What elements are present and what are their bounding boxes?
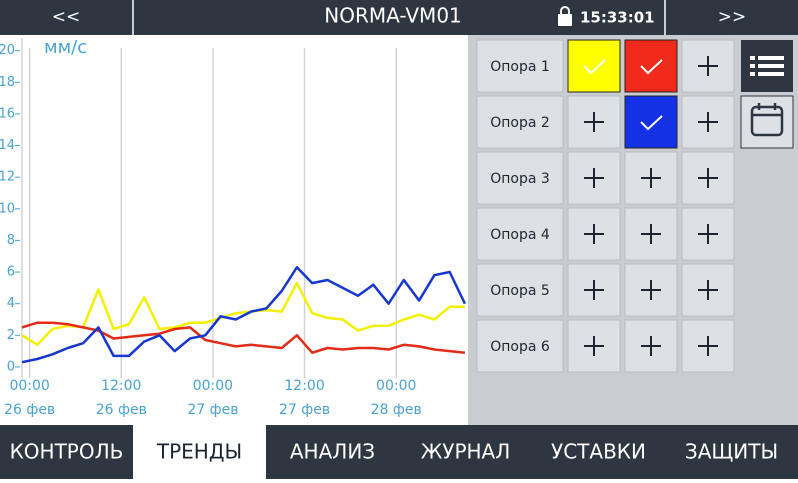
row-label: Опора 1 [490,59,550,75]
calendar-icon [750,103,784,137]
y-tick-label: 6 [7,265,15,280]
tab-label: ЗАЩИТЫ [685,440,778,464]
row-label: Опора 3 [490,171,550,187]
y-tick-label: 12 [0,170,15,185]
x-tick-label: 12:00 [284,378,324,394]
plus-icon [641,280,661,300]
plus-icon [698,112,718,132]
y-tick-label: 18 [0,75,15,90]
tab-label: ЖУРНАЛ [421,440,511,464]
y-tick-label: 4 [7,296,15,311]
chart-area [0,35,468,425]
plus-icon [584,280,604,300]
tab[interactable] [399,425,532,479]
row-label: Опора 4 [490,227,550,243]
check-icon [583,59,606,75]
series-toggle[interactable] [624,95,678,149]
row-label: Опора 2 [490,115,550,131]
y-tick-label: 8 [7,233,15,248]
x-tick-date: 27 фев [279,402,330,418]
tab[interactable] [532,425,665,479]
series-toggle[interactable] [681,319,735,373]
plus-icon [641,224,661,244]
x-tick-date: 28 фев [371,402,422,418]
y-tick-label: 0 [7,359,15,374]
prev-button[interactable]: << [52,7,81,27]
plus-icon [698,168,718,188]
tab-label: ТРЕНДЫ [156,440,242,464]
lock-icon [558,6,572,26]
plus-icon [584,168,604,188]
calendar-button[interactable] [740,95,794,149]
clock: 15:33:01 [580,9,655,27]
plus-icon [698,336,718,356]
y-tick-label: 10 [0,201,15,216]
tab[interactable] [133,425,266,479]
row-label-box [476,151,564,205]
row-label-box [476,207,564,261]
list-icon [750,56,784,76]
row-label-box [476,319,564,373]
y-axis-label: мм/с [44,37,87,58]
tab[interactable] [266,425,399,479]
plus-icon [698,224,718,244]
tab[interactable] [665,425,798,479]
y-tick-label: 20 [0,43,15,58]
chart: 00:00 26 фев 12:00 26 фев 00:00 27 фев 12:00 27… [0,37,467,418]
plus-icon [641,336,661,356]
x-tick-label: 12:00 [101,378,141,394]
check-icon [640,59,663,75]
tab-label: КОНТРОЛЬ [10,440,124,464]
plus-icon [698,56,718,76]
y-tick-label: 16 [0,106,15,121]
plus-icon [641,168,661,188]
x-tick-label: 00:00 [9,378,49,394]
plus-icon [584,224,604,244]
next-button[interactable]: >> [718,7,747,27]
x-tick-date: 26 фев [4,402,55,418]
tab-label: УСТАВКИ [551,440,646,464]
row-label-box [476,39,564,93]
plus-icon [584,336,604,356]
title: NORMA-VM01 [324,4,462,28]
y-tick-label: 2 [7,328,15,343]
check-icon [640,115,663,131]
series-toggle[interactable] [567,39,621,93]
row-label: Опора 5 [490,283,550,299]
row-label: Опора 6 [490,339,550,355]
x-tick-label: 00:00 [376,378,416,394]
plus-icon [584,112,604,132]
x-tick-date: 27 фев [187,402,238,418]
tab[interactable] [0,425,133,479]
series-line [21,266,467,364]
tab-label: АНАЛИЗ [290,440,375,464]
plus-icon [698,280,718,300]
y-tick-label: 14 [0,138,15,153]
series-panel: Опора 1 Опора 2 Опора 3 Опора 4 Опора 5 Опора… [476,39,735,373]
series-toggle[interactable] [624,39,678,93]
row-label-box [476,95,564,149]
x-tick-date: 26 фев [96,402,147,418]
row-label-box [476,263,564,317]
tab-bar: КОНТРОЛЬ ТРЕНДЫ АНАЛИЗ ЖУРНАЛ УСТАВКИ ЗАЩИТЫ [0,425,798,479]
series-line [21,281,465,347]
x-tick-label: 00:00 [193,378,233,394]
